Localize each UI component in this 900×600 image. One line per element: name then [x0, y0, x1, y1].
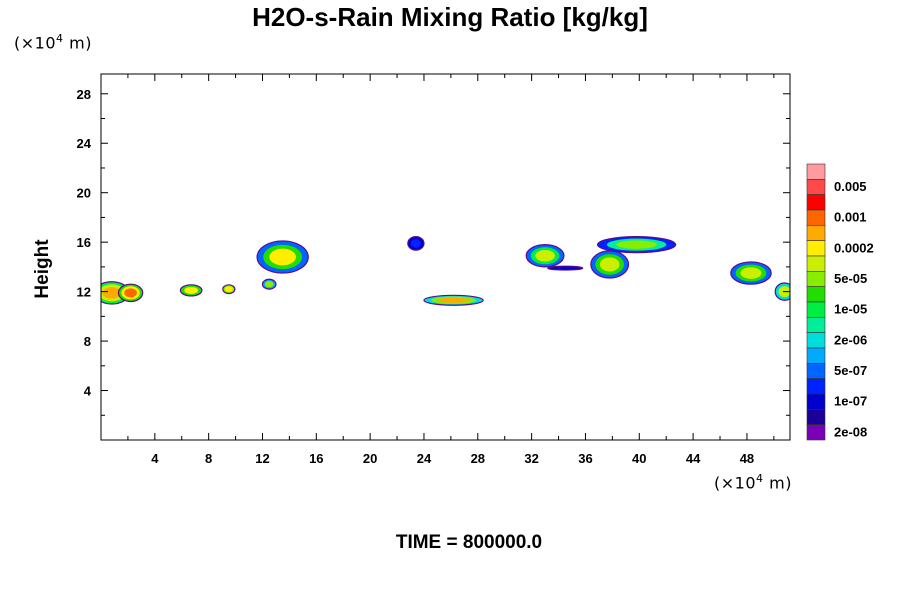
colorbar-swatch — [806, 317, 826, 333]
chart-title: H2O-s-Rain Mixing Ratio [kg/kg] — [252, 2, 648, 32]
colorbar-swatch — [806, 179, 826, 195]
contour-level — [124, 288, 137, 298]
contour-level — [224, 286, 233, 292]
x-tick-label: 16 — [309, 451, 323, 466]
colorbar-swatch — [806, 163, 826, 180]
colorbar-label: 5e-07 — [834, 363, 867, 378]
x-tick-label: 20 — [363, 451, 377, 466]
rain-region — [423, 294, 484, 306]
colorbar-swatch — [806, 424, 826, 441]
plot-frame — [100, 73, 791, 441]
contour-level — [535, 249, 555, 262]
rain-region — [256, 240, 309, 274]
rain-region — [179, 284, 203, 297]
time-label: TIME = 800000.0 — [395, 532, 543, 553]
rain-region — [525, 244, 565, 268]
colorbar-swatch — [806, 363, 826, 379]
rain-region — [261, 278, 277, 290]
y-tick-label: 20 — [77, 186, 91, 201]
x-tick-label: 48 — [740, 451, 754, 466]
y-unit-label: (×104 m) — [14, 32, 92, 53]
contour-level — [599, 257, 620, 272]
y-tick-label: 16 — [77, 235, 91, 250]
y-tick-label: 24 — [77, 136, 92, 151]
colorbar-label: 2e-08 — [834, 424, 867, 439]
x-tick-label: 8 — [205, 451, 212, 466]
colorbar-swatch — [806, 286, 826, 303]
rain-region — [590, 250, 630, 279]
x-tick-label: 36 — [578, 451, 592, 466]
contour-level — [438, 297, 469, 303]
colorbar-label: 1e-05 — [834, 302, 867, 317]
colorbar-label: 5e-05 — [834, 271, 867, 286]
x-tick-label: 44 — [686, 451, 701, 466]
contour-level — [264, 281, 274, 288]
colorbar-label: 0.0002 — [834, 240, 874, 255]
contour-level — [616, 240, 657, 249]
colorbar-swatch — [806, 225, 826, 241]
colorbar-swatch — [806, 301, 826, 318]
colorbar-label: 0.005 — [834, 179, 867, 194]
x-tick-label: 24 — [417, 451, 432, 466]
colorbar-swatch — [806, 271, 826, 287]
y-tick-label: 28 — [77, 87, 91, 102]
y-tick-label: 4 — [84, 384, 92, 399]
colorbar-swatch — [806, 393, 826, 410]
colorbar-label: 1e-07 — [834, 394, 867, 409]
contour-level — [410, 239, 422, 248]
y-tick-label: 12 — [77, 285, 91, 300]
colorbar-swatch — [806, 378, 826, 395]
colorbar-label: 2e-06 — [834, 332, 867, 347]
x-unit-label: (×104 m) — [714, 472, 792, 493]
colorbar-swatch — [806, 347, 826, 364]
x-tick-label: 28 — [471, 451, 485, 466]
rain-region — [222, 284, 236, 295]
y-tick-label: 8 — [84, 334, 91, 349]
rain-region — [117, 283, 144, 303]
x-tick-label: 4 — [151, 451, 159, 466]
x-tick-label: 12 — [255, 451, 269, 466]
colorbar-label: 0.001 — [834, 210, 867, 225]
contour-level — [269, 248, 296, 266]
contour-level — [102, 287, 121, 299]
colorbar-swatch — [806, 209, 826, 226]
contour-level — [554, 266, 577, 270]
contour-level — [740, 267, 762, 279]
rain-region — [730, 261, 772, 285]
rain-region — [596, 235, 677, 254]
contour-level — [184, 286, 199, 294]
colorbar-swatch — [806, 409, 826, 425]
rain-region — [547, 265, 584, 271]
rain-region — [407, 235, 425, 251]
colorbar-swatch — [806, 255, 826, 272]
x-tick-label: 40 — [632, 451, 646, 466]
colorbar-swatch — [806, 240, 826, 257]
colorbar-swatch — [806, 332, 826, 349]
x-tick-label: 32 — [524, 451, 538, 466]
colorbar-swatch — [806, 194, 826, 211]
